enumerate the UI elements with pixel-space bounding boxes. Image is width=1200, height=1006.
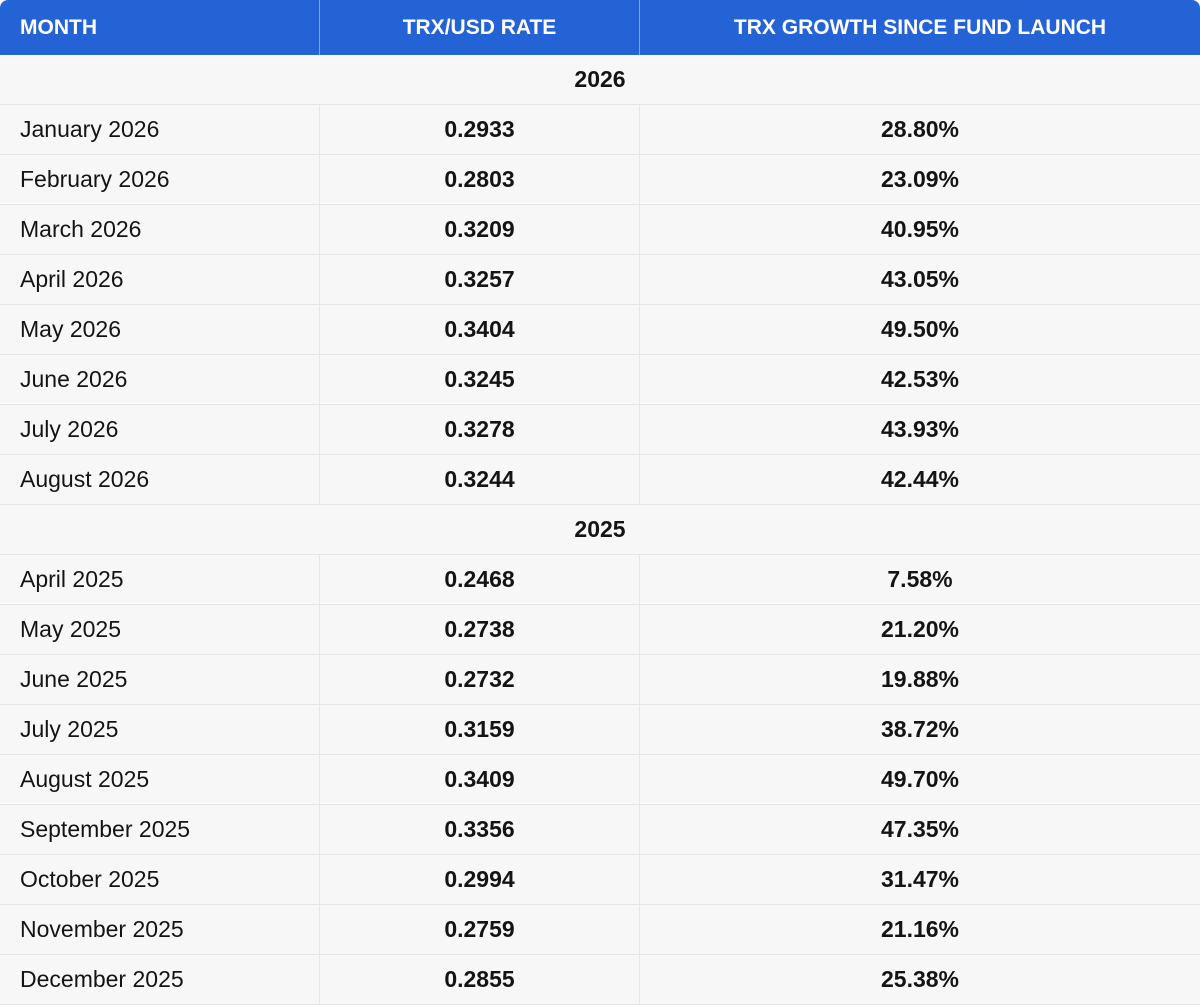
table-row: May 2025 0.2738 21.20%	[0, 605, 1200, 655]
rate-cell: 0.2759	[320, 905, 640, 955]
table-row: May 2026 0.3404 49.50%	[0, 305, 1200, 355]
column-header-rate: TRX/USD RATE	[320, 0, 640, 55]
table-row: July 2026 0.3278 43.93%	[0, 405, 1200, 455]
year-group-row: 2025	[0, 505, 1200, 555]
table-row: April 2025 0.2468 7.58%	[0, 555, 1200, 605]
month-cell: November 2025	[0, 905, 320, 955]
growth-cell: 21.16%	[640, 905, 1200, 955]
month-cell: June 2026	[0, 355, 320, 405]
table-row: March 2026 0.3209 40.95%	[0, 205, 1200, 255]
rate-cell: 0.2803	[320, 155, 640, 205]
growth-cell: 19.88%	[640, 655, 1200, 705]
growth-cell: 38.72%	[640, 705, 1200, 755]
rate-cell: 0.2855	[320, 955, 640, 1005]
rate-cell: 0.3404	[320, 305, 640, 355]
growth-cell: 42.53%	[640, 355, 1200, 405]
month-cell: August 2025	[0, 755, 320, 805]
growth-cell: 28.80%	[640, 105, 1200, 155]
rate-cell: 0.3409	[320, 755, 640, 805]
growth-cell: 43.93%	[640, 405, 1200, 455]
rate-cell: 0.3278	[320, 405, 640, 455]
rate-cell: 0.3356	[320, 805, 640, 855]
table-row: April 2026 0.3257 43.05%	[0, 255, 1200, 305]
month-cell: October 2025	[0, 855, 320, 905]
rate-cell: 0.2933	[320, 105, 640, 155]
month-cell: December 2025	[0, 955, 320, 1005]
table-body: 2026 January 2026 0.2933 28.80% February 202…	[0, 55, 1200, 1005]
growth-cell: 47.35%	[640, 805, 1200, 855]
growth-cell: 31.47%	[640, 855, 1200, 905]
month-cell: July 2026	[0, 405, 320, 455]
table-row: February 2026 0.2803 23.09%	[0, 155, 1200, 205]
table-row: July 2025 0.3159 38.72%	[0, 705, 1200, 755]
month-cell: January 2026	[0, 105, 320, 155]
rate-cell: 0.3209	[320, 205, 640, 255]
table-header: MONTH TRX/USD RATE TRX GROWTH SINCE FUND…	[0, 0, 1200, 55]
rate-cell: 0.3245	[320, 355, 640, 405]
rate-cell: 0.2738	[320, 605, 640, 655]
table-row: June 2025 0.2732 19.88%	[0, 655, 1200, 705]
month-cell: September 2025	[0, 805, 320, 855]
month-cell: July 2025	[0, 705, 320, 755]
month-cell: February 2026	[0, 155, 320, 205]
growth-cell: 21.20%	[640, 605, 1200, 655]
year-label: 2025	[0, 505, 1200, 555]
growth-cell: 49.70%	[640, 755, 1200, 805]
month-cell: August 2026	[0, 455, 320, 505]
growth-cell: 49.50%	[640, 305, 1200, 355]
growth-cell: 23.09%	[640, 155, 1200, 205]
table-row: January 2026 0.2933 28.80%	[0, 105, 1200, 155]
table-row: October 2025 0.2994 31.47%	[0, 855, 1200, 905]
growth-cell: 25.38%	[640, 955, 1200, 1005]
month-cell: March 2026	[0, 205, 320, 255]
rate-cell: 0.2468	[320, 555, 640, 605]
month-cell: June 2025	[0, 655, 320, 705]
rate-cell: 0.3159	[320, 705, 640, 755]
column-header-growth: TRX GROWTH SINCE FUND LAUNCH	[640, 0, 1200, 55]
column-header-month: MONTH	[0, 0, 320, 55]
rate-cell: 0.2994	[320, 855, 640, 905]
rate-cell: 0.3244	[320, 455, 640, 505]
month-cell: May 2026	[0, 305, 320, 355]
growth-cell: 43.05%	[640, 255, 1200, 305]
header-row: MONTH TRX/USD RATE TRX GROWTH SINCE FUND…	[0, 0, 1200, 55]
month-cell: April 2026	[0, 255, 320, 305]
rate-cell: 0.2732	[320, 655, 640, 705]
growth-cell: 7.58%	[640, 555, 1200, 605]
table-row: August 2026 0.3244 42.44%	[0, 455, 1200, 505]
table-row: December 2025 0.2855 25.38%	[0, 955, 1200, 1005]
table-row: August 2025 0.3409 49.70%	[0, 755, 1200, 805]
year-label: 2026	[0, 55, 1200, 105]
table-row: September 2025 0.3356 47.35%	[0, 805, 1200, 855]
month-cell: May 2025	[0, 605, 320, 655]
table-row: June 2026 0.3245 42.53%	[0, 355, 1200, 405]
growth-cell: 40.95%	[640, 205, 1200, 255]
table-row: November 2025 0.2759 21.16%	[0, 905, 1200, 955]
growth-cell: 42.44%	[640, 455, 1200, 505]
month-cell: April 2025	[0, 555, 320, 605]
year-group-row: 2026	[0, 55, 1200, 105]
rate-cell: 0.3257	[320, 255, 640, 305]
